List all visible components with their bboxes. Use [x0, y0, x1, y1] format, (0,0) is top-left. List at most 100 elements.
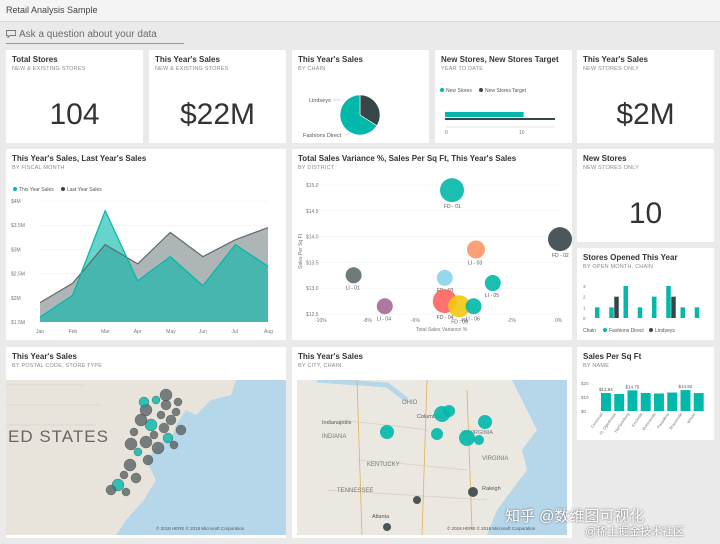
tile-title: New Stores	[583, 154, 627, 163]
map-point	[149, 430, 159, 440]
tile-new-stores-count[interactable]: New Stores NEW STORES ONLY 10	[577, 149, 714, 242]
tile-title: Sales Per Sq Ft	[583, 352, 642, 361]
tile-total-stores[interactable]: Total Stores NEW & EXISTING STORES 104	[6, 50, 143, 143]
map-point	[175, 424, 187, 436]
tile-sales-card[interactable]: This Year's Sales NEW & EXISTING STORES …	[149, 50, 286, 143]
bubble-point	[440, 178, 464, 203]
map-point	[162, 432, 174, 444]
y-tick-label: $2.5M	[11, 272, 25, 278]
line-last-year	[39, 227, 269, 304]
y-tick-label: $0	[581, 409, 587, 414]
pie-chart: Lindseys Fashions Direct	[303, 94, 381, 139]
y-tick-label: $1.5M	[11, 320, 25, 326]
us-map[interactable]: ED STATES © 2018 HERE © 2018 Microsoft C…	[6, 380, 286, 535]
legend-marker-new	[440, 88, 444, 92]
map-point	[139, 435, 153, 449]
tile-title: New Stores, New Stores Target	[441, 55, 559, 64]
tile-subtitle: NEW & EXISTING STORES	[12, 66, 86, 72]
tile-title: Stores Opened This Year	[583, 253, 678, 262]
place-kentucky: KENTUCKY	[367, 462, 400, 468]
bubble-point	[345, 267, 362, 284]
bubble-point	[548, 227, 572, 252]
tile-variance-bubble[interactable]: Total Sales Variance %, Sales Per Sq Ft,…	[292, 149, 572, 340]
map-point	[383, 523, 391, 531]
bar-wilson	[693, 393, 704, 411]
x-tick-label: Knoxville	[630, 411, 644, 428]
tile-sales-per-sqft[interactable]: Sales Per Sq Ft BY NAME $0 $10 $20 $12.84 Ci…	[577, 347, 714, 440]
tile-new-stores-target[interactable]: New Stores, New Stores Target YEAR TO DA…	[435, 50, 572, 143]
tile-subtitle: BY OPEN MONTH, CHAIN	[583, 264, 654, 270]
y-tick-label: $10	[581, 395, 589, 400]
x-tick-label: Monroeville	[641, 411, 657, 431]
area-this-year	[40, 210, 268, 322]
tile-map-city[interactable]: This Year's Sales BY CITY, CHAIN OHIO In…	[292, 347, 572, 538]
bar-aug	[694, 307, 700, 318]
map-point	[123, 458, 137, 472]
bar-cincinnati	[601, 393, 611, 411]
y-tick-label: $13.5	[306, 260, 319, 266]
bar-feb	[609, 307, 614, 318]
bar-jun	[666, 286, 671, 318]
map-point	[124, 437, 138, 451]
x-tick-label: -4%	[459, 318, 468, 324]
tile-sales-area-chart[interactable]: This Year's Sales, Last Year's Sales BY …	[6, 149, 286, 340]
tile-subtitle: BY POSTAL CODE, STORE TYPE	[12, 363, 103, 369]
map-point	[443, 405, 455, 417]
map-point	[160, 399, 172, 411]
map-point	[165, 414, 177, 426]
tile-title: This Year's Sales	[298, 55, 363, 64]
bar-new-stores-target	[445, 118, 555, 120]
watermark-line1: 知乎 @数维图可视化	[505, 508, 645, 525]
y-tick-label: 3	[583, 284, 586, 289]
kpi-value: 104	[49, 98, 100, 131]
x-tick-label: -2%	[507, 318, 516, 324]
map-point	[169, 440, 179, 450]
map-point	[142, 454, 154, 466]
map-point	[129, 427, 139, 437]
place-indiana: INDIANA	[322, 434, 346, 440]
tile-sales-by-chain[interactable]: This Year's Sales BY CHAIN Lindseys Fash…	[292, 50, 429, 143]
tile-map-postal[interactable]: This Year's Sales BY POSTAL CODE, STORE …	[6, 347, 286, 538]
legend-new: New Stores	[446, 88, 472, 94]
qa-search-input[interactable]: Ask a question about your data	[6, 27, 184, 44]
tile-subtitle: NEW STORES ONLY	[583, 66, 639, 72]
kpi-value: 10	[628, 197, 663, 230]
x-tick-label: May	[166, 329, 176, 335]
tile-subtitle: NEW & EXISTING STORES	[155, 66, 229, 72]
tile-title: Total Sales Variance %, Sales Per Sq Ft,…	[298, 154, 517, 163]
map-country-label: ED STATES	[8, 427, 109, 446]
target-tick-0: 0	[445, 130, 448, 136]
tile-title: This Year's Sales	[12, 352, 77, 361]
y-tick-label: $12.5	[306, 312, 319, 318]
tile-subtitle: BY CHAIN	[298, 66, 326, 72]
place-virginia: VIRGINIA	[482, 456, 508, 462]
bar-new-stores	[445, 112, 524, 117]
tile-title: Total Stores	[12, 55, 58, 64]
tile-subtitle: BY FISCAL MONTH	[12, 165, 65, 171]
map-point	[151, 395, 161, 405]
place-tennessee: TENNESSEE	[337, 488, 373, 494]
bar-ft-oglethorpe	[614, 393, 625, 411]
map-point	[156, 410, 166, 420]
map-point	[459, 430, 475, 446]
tile-stores-opened[interactable]: Stores Opened This Year BY OPEN MONTH, C…	[577, 248, 714, 340]
bar-jan	[595, 307, 600, 318]
kpi-value: $22M	[179, 98, 256, 131]
x-tick-label: Apr	[134, 329, 142, 335]
bubble-point	[484, 275, 501, 292]
bubble-label: FD - 05	[451, 319, 468, 325]
bar-may	[652, 296, 657, 318]
map-credit: © 2018 HERE © 2018 Microsoft Corporation	[447, 525, 536, 531]
map-point	[413, 496, 421, 504]
y-tick-label: $2M	[11, 296, 21, 302]
region-map[interactable]: OHIO Indianapolis INDIANA Columbus KENTU…	[297, 380, 567, 535]
legend-li: Lindseys	[655, 328, 675, 334]
place-indianapolis: Indianapolis	[322, 420, 352, 426]
bubble-label: LI - 06	[466, 316, 480, 322]
tile-sales-new-stores[interactable]: This Year's Sales NEW STORES ONLY $2M	[577, 50, 714, 143]
x-tick-label: Wilson	[686, 412, 697, 425]
chat-icon	[6, 30, 16, 38]
tile-title: This Year's Sales	[298, 352, 363, 361]
y-tick-label: 2	[583, 295, 586, 300]
bubble-point	[467, 240, 485, 259]
